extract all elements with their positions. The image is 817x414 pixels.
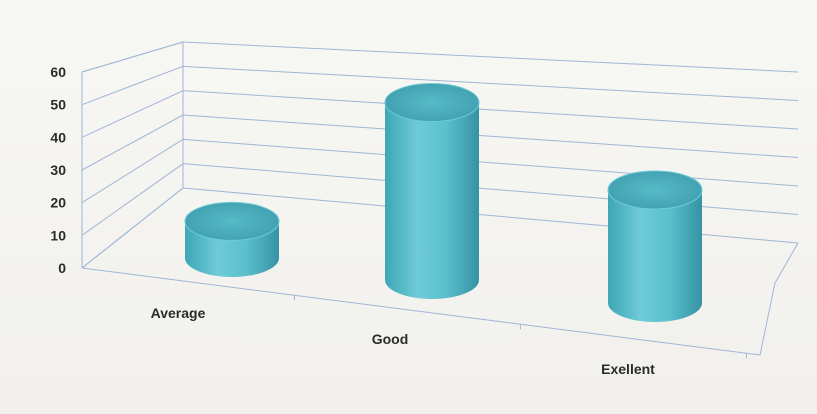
y-tick-label: 0 (58, 260, 66, 276)
gridline-left-wall (81, 41, 184, 73)
cylinder-body (608, 189, 702, 322)
gridline-back-wall (182, 65, 799, 101)
gridline-left-wall (81, 65, 184, 106)
x-category-label: Average (151, 305, 206, 321)
gridlines (81, 41, 799, 269)
floor-edge (81, 242, 799, 356)
cylinder-top (184, 201, 280, 241)
x-category-label: Exellent (601, 361, 655, 377)
cylinder-body (385, 102, 479, 300)
y-tick-label: 30 (50, 162, 66, 178)
gridline-back-wall (182, 138, 799, 187)
gridline-back-wall (182, 90, 799, 130)
gridline-back-wall (182, 114, 799, 158)
cylinder-bar (384, 83, 480, 300)
gridline-left-wall (81, 163, 184, 236)
gridline-left-wall (81, 138, 184, 204)
y-tick-label: 40 (50, 129, 66, 145)
y-axis-tick-labels: 0 10 20 30 40 50 60 (50, 64, 66, 276)
cylinder-bar (184, 201, 280, 277)
cylinder-top (607, 170, 703, 210)
y-tick-label: 60 (50, 64, 66, 80)
x-category-label: Good (372, 331, 409, 347)
y-tick-label: 50 (50, 97, 66, 113)
gridline-left-wall (81, 187, 184, 269)
gridline-back-wall (182, 163, 799, 215)
gridline-left-wall (81, 114, 184, 171)
gridline-back-wall (182, 41, 799, 73)
y-tick-label: 20 (50, 195, 66, 211)
cylinder-bar (607, 170, 703, 322)
cylinder-top (384, 83, 480, 123)
cylinder-bars (184, 83, 703, 322)
left-wall-edge (81, 41, 184, 268)
x-axis-category-labels: Average Good Exellent (151, 305, 656, 377)
y-tick-label: 10 (50, 227, 66, 243)
gridline-left-wall (81, 90, 184, 138)
